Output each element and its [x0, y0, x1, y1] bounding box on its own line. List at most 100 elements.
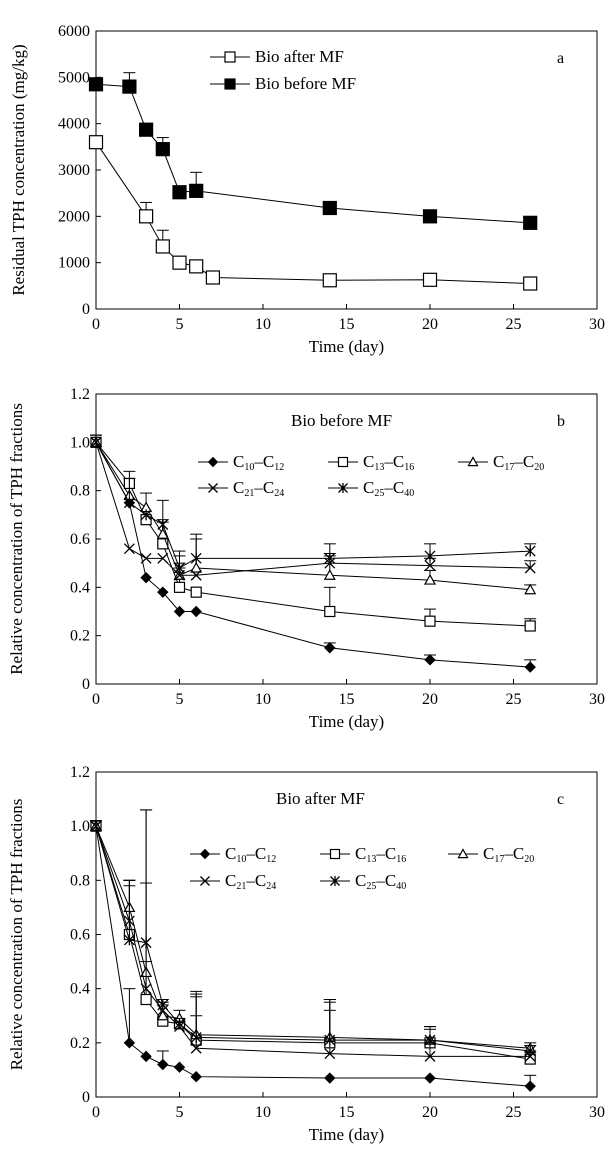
data-point	[156, 1009, 169, 1021]
legend-marker	[208, 483, 218, 493]
data-point	[189, 259, 204, 274]
x-tick-label: 5	[176, 691, 184, 708]
data-point	[172, 185, 187, 200]
x-tick-label: 15	[339, 1104, 355, 1121]
x-tick-label: 0	[92, 316, 100, 333]
plot-frame	[95, 393, 598, 685]
data-point	[140, 937, 152, 949]
data-point	[90, 820, 102, 832]
y-tick-label: 5000	[58, 69, 90, 86]
legend-label: Bio after MF	[255, 47, 344, 66]
y-tick-label: 6000	[58, 23, 90, 40]
data-point	[424, 1034, 436, 1046]
legend-label: C25​–C40​	[363, 478, 414, 499]
plot-frame	[95, 771, 598, 1098]
legend-label: C13​–C16​	[355, 844, 406, 865]
legend-label: C13​–C16​	[363, 452, 414, 473]
data-point	[424, 550, 436, 562]
series-1	[90, 820, 537, 1092]
x-tick-label: 25	[506, 1104, 522, 1121]
panel-title: Bio after MF	[276, 789, 365, 808]
y-tick-label: 3000	[58, 162, 90, 179]
legend-marker	[338, 483, 348, 493]
data-point	[156, 527, 169, 539]
legend-entry: C10​–C12​	[198, 452, 284, 473]
legend-marker	[330, 876, 340, 886]
data-point	[157, 552, 169, 564]
data-point	[324, 642, 336, 654]
data-point	[172, 255, 187, 270]
data-point	[190, 1042, 202, 1054]
data-point	[173, 581, 186, 593]
x-axis-label: Time (day)	[309, 1125, 384, 1144]
data-point	[174, 1018, 185, 1030]
data-point	[523, 276, 538, 291]
data-point	[324, 605, 336, 618]
legend-entry: C21​–C24​	[198, 478, 284, 499]
panel-c: 0 5 10 15 20 25 30 0 0.2 0.4 0.6 0.8 1.0 1.2 Time (day…	[7, 764, 605, 1144]
data-point	[422, 272, 438, 287]
data-point	[524, 545, 536, 557]
data-point	[157, 586, 169, 598]
legend-entry: C25​–C40​	[320, 871, 406, 892]
legend-label: C17​–C20​	[483, 844, 534, 865]
data-point	[524, 583, 537, 595]
y-tick-label: 0.6	[70, 531, 90, 548]
legend-entry: C25​–C40​	[328, 478, 414, 499]
panel-label: c	[557, 791, 564, 808]
data-point	[190, 561, 203, 573]
data-point	[322, 200, 337, 216]
data-point	[88, 77, 104, 92]
legend-marker	[467, 456, 479, 467]
legend-entry: C13​–C16​	[320, 844, 406, 865]
data-point	[139, 122, 154, 137]
legend-marker	[337, 456, 349, 468]
data-point	[524, 1080, 536, 1092]
data-point	[189, 183, 204, 198]
y-tick-label: 0.4	[70, 981, 90, 998]
data-point	[524, 1045, 536, 1057]
data-point	[523, 215, 538, 230]
legend-marker	[457, 848, 469, 859]
series-5	[90, 820, 537, 1057]
y-tick-label: 1.0	[70, 818, 90, 835]
y-axis-label: Relative concentration of TPH fractions	[7, 403, 26, 675]
y-tick-label: 0.8	[70, 872, 90, 889]
y-tick-label: 4000	[58, 116, 90, 133]
legend-marker	[224, 78, 236, 90]
data-point	[140, 983, 152, 995]
data-point	[190, 605, 202, 618]
panel-title: Bio before MF	[291, 411, 392, 430]
y-tick-label: 0.8	[70, 483, 90, 500]
legend-marker	[200, 876, 210, 886]
series-2	[90, 809, 536, 1065]
data-point	[140, 993, 152, 1006]
y-axis-label: Residual TPH concentration (mg/kg)	[9, 44, 28, 295]
legend-label: C21​–C24​	[225, 871, 276, 892]
legend-label: Bio before MF	[255, 74, 356, 93]
data-point	[324, 1048, 336, 1060]
panel-b: 0 5 10 15 20 25 30 0 0.2 0.4 0.6 0.8 1.0 1.2 Time (day…	[7, 386, 605, 731]
y-tick-label: 0	[82, 676, 90, 693]
data-point	[123, 1037, 136, 1049]
data-point	[424, 1050, 436, 1062]
y-tick-label: 0.2	[70, 628, 90, 645]
legend-entry: Bio after MF	[210, 47, 344, 66]
data-point	[139, 209, 154, 224]
y-tick-label: 1.2	[70, 386, 90, 403]
y-tick-label: 0.4	[70, 579, 90, 596]
legend-entry: Bio before MF	[210, 74, 356, 93]
data-point	[173, 1061, 186, 1073]
data-point	[155, 142, 170, 157]
data-point	[190, 569, 202, 581]
data-point	[140, 1050, 152, 1063]
data-point	[190, 1031, 202, 1043]
x-tick-label: 5	[176, 1104, 184, 1121]
data-point	[190, 586, 202, 598]
data-point	[140, 552, 152, 564]
legend-label: C17​–C20​	[493, 452, 544, 473]
data-point	[88, 135, 104, 150]
legend-entry: C21​–C24​	[190, 871, 276, 892]
x-tick-label: 5	[176, 316, 184, 333]
